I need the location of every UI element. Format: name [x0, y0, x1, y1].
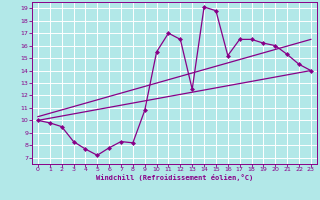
X-axis label: Windchill (Refroidissement éolien,°C): Windchill (Refroidissement éolien,°C) — [96, 174, 253, 181]
